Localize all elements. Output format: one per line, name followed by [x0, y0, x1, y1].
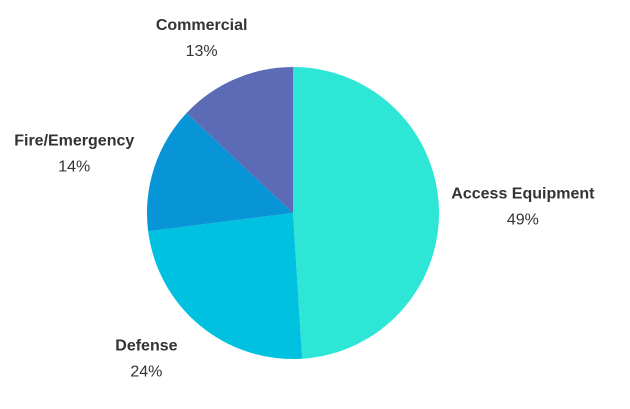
- slice-value-label: 14%: [58, 159, 90, 176]
- slice-label: Fire/Emergency: [14, 133, 134, 150]
- slice-label: Access Equipment: [451, 185, 595, 202]
- slice-label: Defense: [115, 338, 177, 355]
- slice-value-label: 49%: [507, 211, 539, 228]
- pie-slice: [147, 113, 293, 232]
- slice-label: Commercial: [156, 17, 248, 34]
- slice-value-label: 24%: [130, 364, 162, 381]
- pie-slice: [293, 67, 439, 359]
- pie-slice: [148, 213, 303, 360]
- pie-slice: [186, 67, 293, 213]
- slice-value-label: 13%: [186, 43, 218, 60]
